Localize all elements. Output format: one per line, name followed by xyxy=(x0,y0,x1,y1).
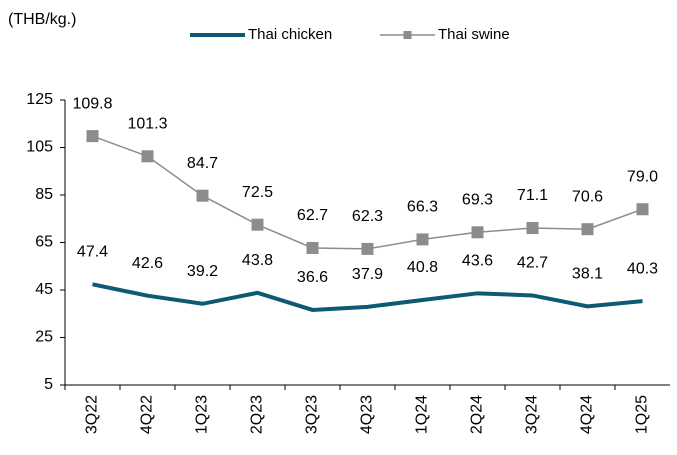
data-label: 69.3 xyxy=(462,192,493,209)
data-label: 84.7 xyxy=(187,155,218,172)
marker xyxy=(196,189,209,202)
data-label: 42.6 xyxy=(132,255,163,272)
data-label: 47.4 xyxy=(77,244,108,261)
data-label: 72.5 xyxy=(242,184,273,201)
x-tick-label: 1Q24 xyxy=(414,395,431,434)
y-tick-label: 105 xyxy=(26,139,53,156)
marker xyxy=(416,233,429,246)
data-label: 39.2 xyxy=(187,263,218,280)
marker xyxy=(86,130,99,143)
data-label: 101.3 xyxy=(127,116,167,133)
data-label: 42.7 xyxy=(517,255,548,272)
marker xyxy=(471,226,484,239)
data-label: 66.3 xyxy=(407,199,438,216)
data-label: 62.7 xyxy=(297,207,328,224)
data-label: 40.8 xyxy=(407,259,438,276)
marker xyxy=(526,222,539,235)
data-label: 70.6 xyxy=(572,188,603,205)
data-label: 37.9 xyxy=(352,266,383,283)
data-label: 71.1 xyxy=(517,187,548,204)
data-label: 43.8 xyxy=(242,252,273,269)
data-label: 38.1 xyxy=(572,266,603,283)
x-tick-label: 3Q24 xyxy=(524,395,541,434)
marker xyxy=(141,150,154,163)
y-tick-label: 65 xyxy=(35,234,53,251)
y-tick-label: 25 xyxy=(35,329,53,346)
series-line xyxy=(92,135,643,250)
marker xyxy=(636,203,649,216)
y-tick-label: 85 xyxy=(35,186,53,203)
x-tick-label: 4Q22 xyxy=(139,395,156,434)
x-tick-label: 2Q24 xyxy=(469,395,486,434)
legend-label: Thai swine xyxy=(438,26,510,43)
data-label: 40.3 xyxy=(627,260,658,277)
legend-label: Thai chicken xyxy=(248,26,332,43)
marker xyxy=(251,218,264,231)
x-tick-label: 1Q23 xyxy=(194,395,211,434)
x-tick-label: 4Q24 xyxy=(579,395,596,434)
x-tick-label: 4Q23 xyxy=(359,395,376,434)
marker xyxy=(581,223,594,236)
marker xyxy=(361,242,374,255)
marker xyxy=(306,241,319,254)
data-label: 36.6 xyxy=(297,269,328,286)
data-label: 62.3 xyxy=(352,208,383,225)
data-label: 43.6 xyxy=(462,253,493,270)
y-tick-label: 5 xyxy=(44,376,53,393)
x-tick-label: 1Q25 xyxy=(634,395,651,434)
data-label: 79.0 xyxy=(627,168,658,185)
y-tick-label: 45 xyxy=(35,281,53,298)
axis-label: (THB/kg.) xyxy=(8,11,76,28)
legend-marker xyxy=(403,31,412,39)
series-line xyxy=(92,282,643,312)
x-tick-label: 3Q22 xyxy=(84,395,101,434)
data-label: 109.8 xyxy=(72,95,112,112)
x-tick-label: 2Q23 xyxy=(249,395,266,434)
y-tick-label: 125 xyxy=(26,91,53,108)
x-tick-label: 3Q23 xyxy=(304,395,321,434)
